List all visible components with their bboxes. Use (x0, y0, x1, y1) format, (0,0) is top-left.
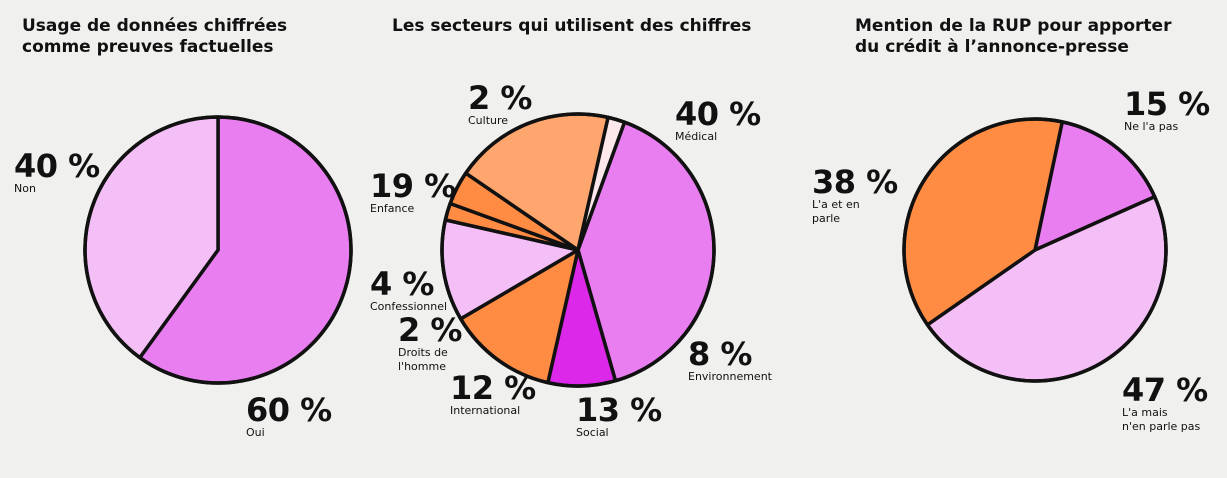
label-confessionnel: 4 % Confessionnel (370, 268, 447, 314)
label-social-name: Social (576, 426, 609, 439)
label-la-et-en-parle-name: L'a et en parle (812, 198, 860, 225)
label-environnement-name: Environnement (688, 370, 772, 383)
label-international-name: International (450, 404, 521, 417)
label-droits-value: 2 % (398, 311, 462, 349)
pie-1-outline (440, 112, 716, 388)
label-medical-value: 40 % (675, 95, 761, 133)
pie-usage (83, 115, 353, 385)
label-oui-value: 60 % (246, 391, 332, 429)
label-non: 40 % Non (14, 150, 100, 196)
label-non-name: Non (14, 182, 36, 195)
label-non-value: 40 % (14, 147, 100, 185)
label-environnement-value: 8 % (688, 335, 752, 373)
pie-rup (902, 117, 1168, 383)
label-oui-name: Oui (246, 426, 265, 439)
label-culture: 2 % Culture (468, 82, 532, 128)
label-enfance: 19 % Enfance (370, 170, 456, 216)
label-droits: 2 % Droits de l'homme (398, 314, 462, 374)
label-culture-value: 2 % (468, 79, 532, 117)
label-enfance-name: Enfance (370, 202, 415, 215)
label-droits-name: Droits de l'homme (398, 346, 448, 373)
label-la-mais-value: 47 % (1122, 371, 1208, 409)
pie-secteurs (440, 112, 716, 388)
label-la-et-en-parle: 38 % L'a et en parle (812, 166, 898, 226)
chart-title-secteurs: Les secteurs qui utilisent des chiffres (392, 16, 752, 36)
chart-title-rup: Mention de la RUP pour apporter du crédi… (855, 16, 1172, 57)
label-social-value: 13 % (576, 391, 662, 429)
pie-2-outline (902, 117, 1168, 383)
label-la-et-en-parle-value: 38 % (812, 163, 898, 201)
label-international-value: 12 % (450, 369, 536, 407)
label-la-mais-nen-parle-pas: 47 % L'a mais n'en parle pas (1122, 374, 1208, 434)
label-medical-name: Médical (675, 130, 718, 143)
label-ne-la-pas-name: Ne l'a pas (1124, 120, 1179, 133)
label-social: 13 % Social (576, 394, 662, 440)
label-environnement: 8 % Environnement (688, 338, 772, 384)
chart-title-usage: Usage de données chiffrées comme preuves… (22, 16, 288, 57)
label-enfance-value: 19 % (370, 167, 456, 205)
label-la-mais-name: L'a mais n'en parle pas (1122, 406, 1201, 433)
label-international: 12 % International (450, 372, 536, 418)
label-confessionnel-name: Confessionnel (370, 300, 448, 313)
label-confessionnel-value: 4 % (370, 265, 434, 303)
label-ne-la-pas-value: 15 % (1124, 85, 1210, 123)
pie-0-outline (83, 115, 353, 385)
label-oui: 60 % Oui (246, 394, 332, 440)
label-culture-name: Culture (468, 114, 509, 127)
label-ne-la-pas: 15 % Ne l'a pas (1124, 88, 1210, 134)
label-medical: 40 % Médical (675, 98, 761, 144)
